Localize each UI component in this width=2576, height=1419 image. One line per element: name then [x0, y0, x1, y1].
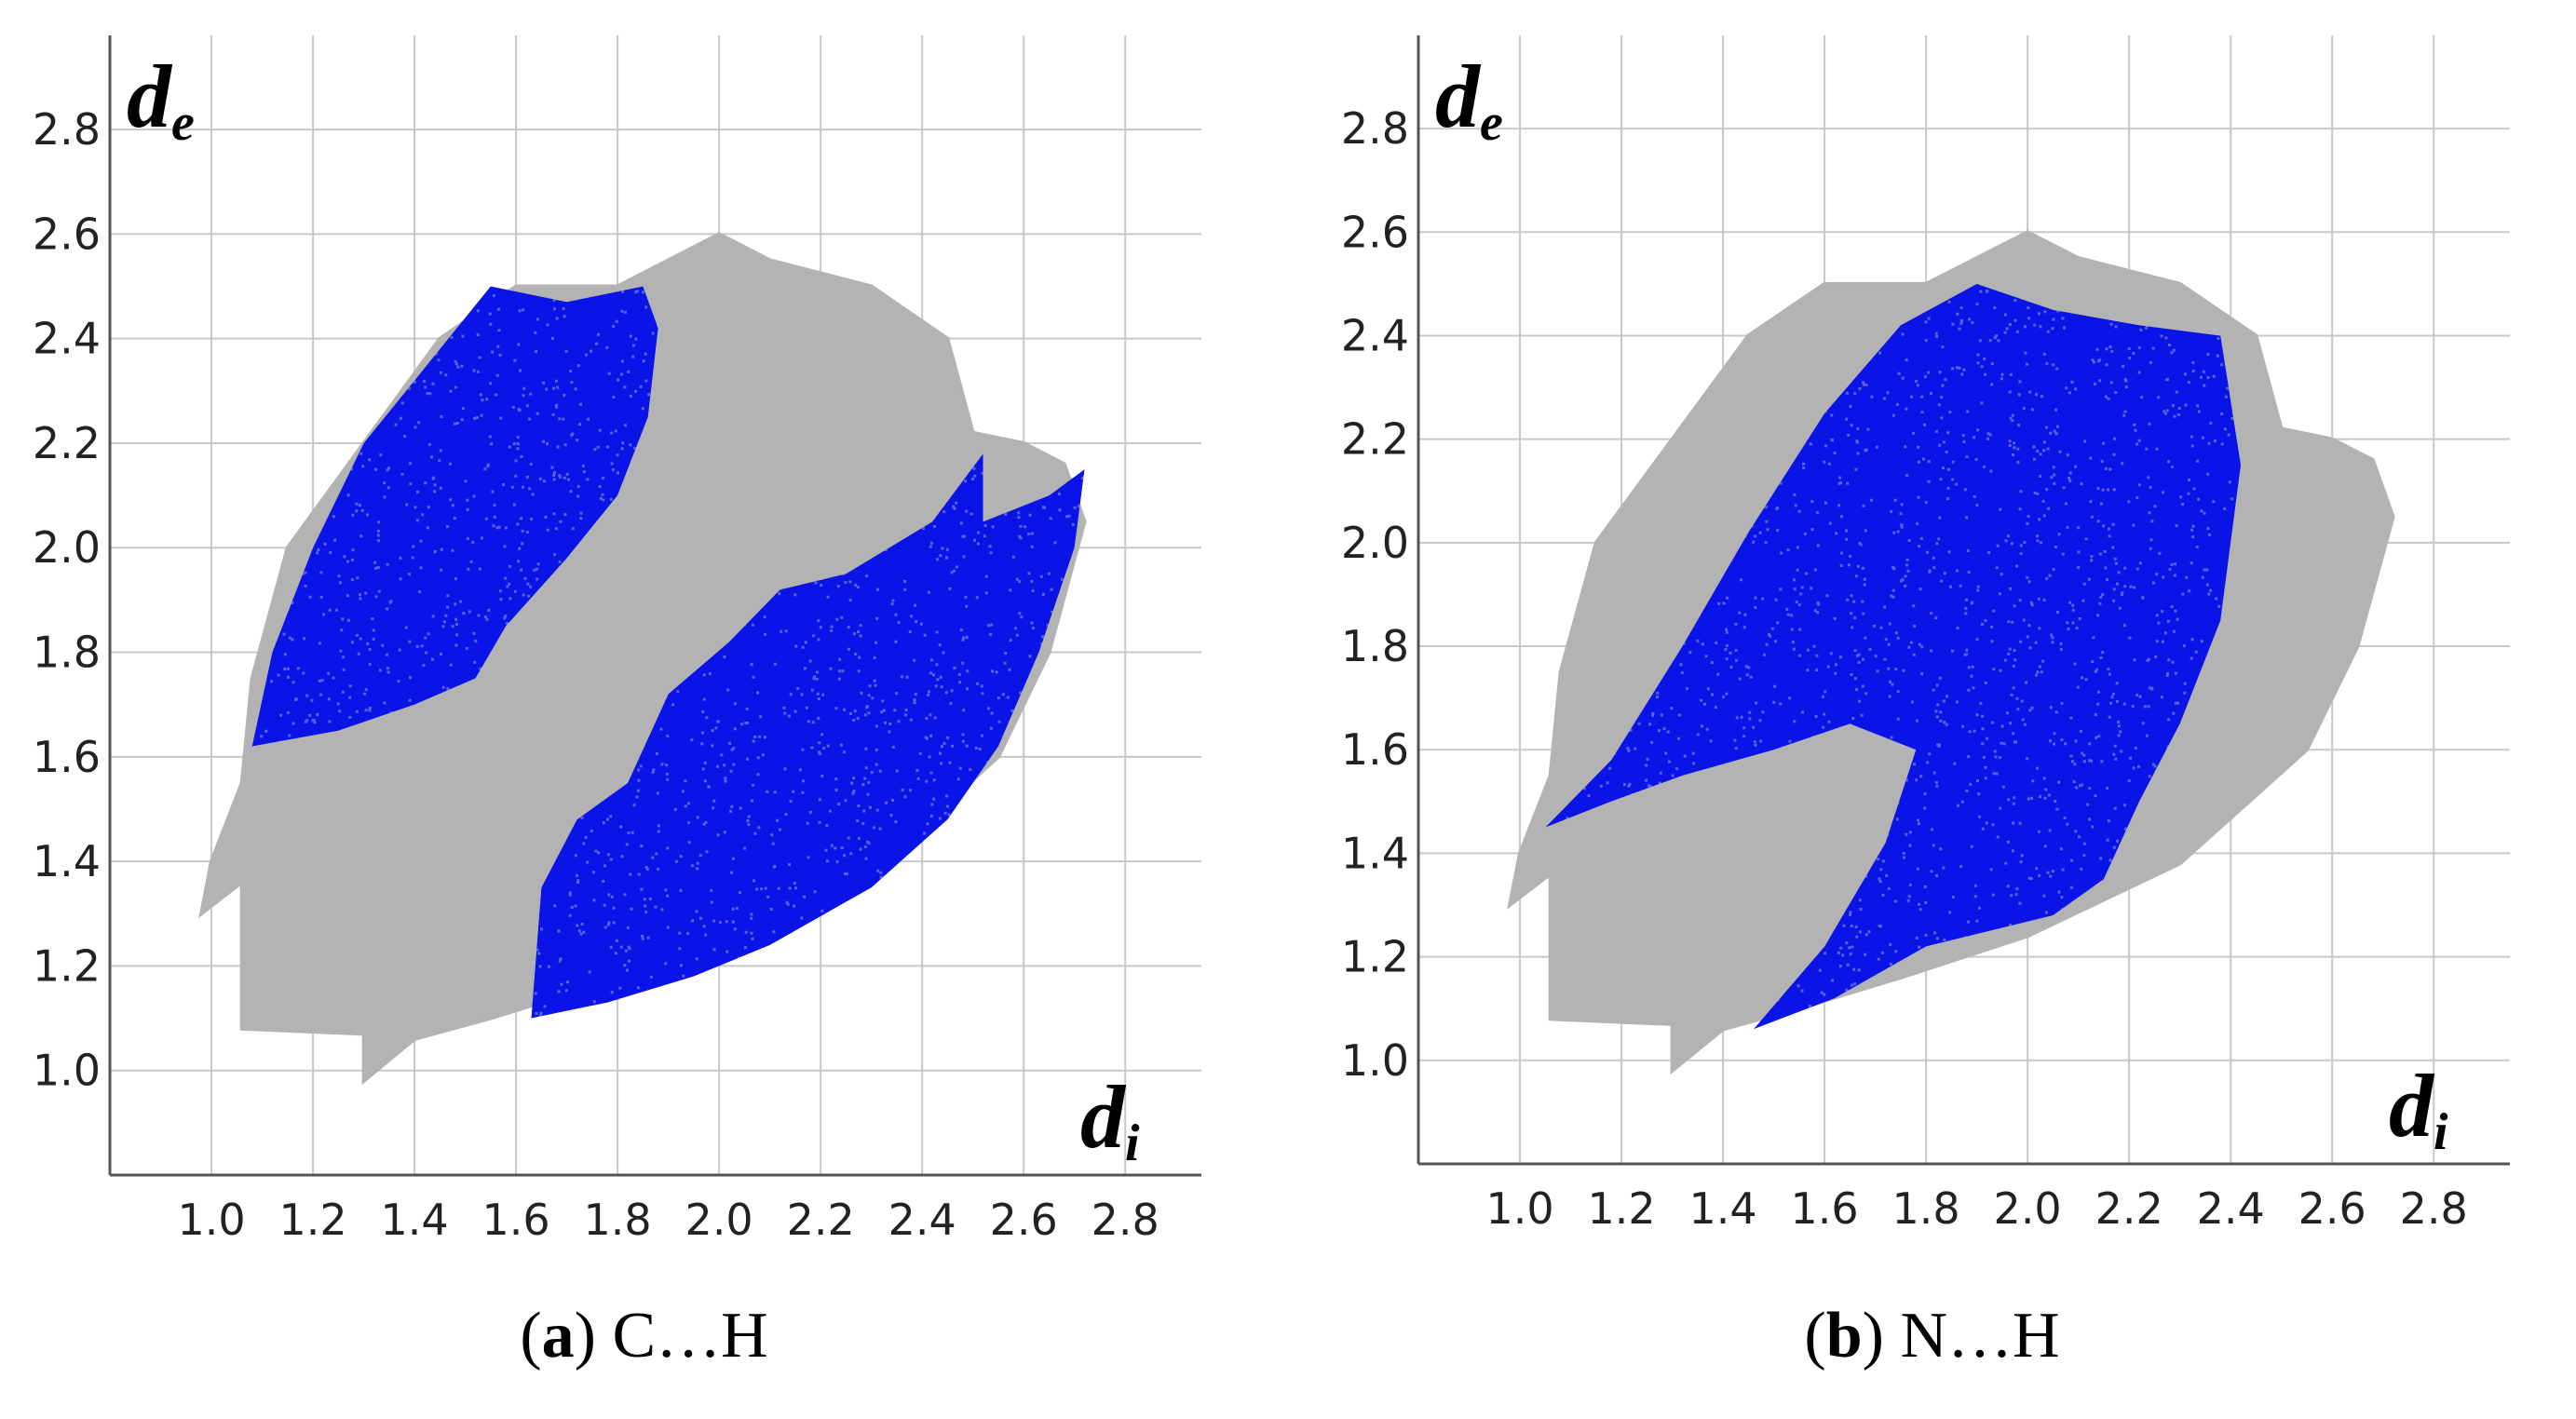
x-tick-label-6: 2.2 [2095, 1183, 2163, 1234]
y-tick-label-9: 2.8 [1341, 103, 1409, 154]
highlight-fill-1 [531, 453, 1085, 1019]
y-tick-label-4: 1.8 [33, 628, 101, 678]
x-tick-label-7: 2.4 [888, 1195, 956, 1245]
x-tick-label-6: 2.2 [787, 1195, 855, 1245]
chart-b-svg: 1.0 1.2 1.4 1.6 1.8 2.0 2.2 2.4 2.6 2.8 1.0 1.2 1.4 1… [1341, 35, 2510, 1234]
caption-b-title: N…H [1900, 1300, 2060, 1372]
y-tick-label-4: 1.8 [1341, 621, 1409, 671]
caption-b-label: b [1825, 1300, 1863, 1372]
x-tick-label-0: 1.0 [177, 1195, 245, 1245]
y-tick-label-7: 2.4 [33, 314, 101, 364]
x-tick-label-3: 1.6 [1791, 1183, 1859, 1234]
x-tick-label-9: 2.8 [2400, 1183, 2468, 1234]
x-tick-label-5: 2.0 [1994, 1183, 2062, 1234]
chart-a-svg: 1.0 1.2 1.4 1.6 1.8 2.0 2.2 2.4 2.6 2.8 1.0 1.2 1.4 1… [33, 35, 1201, 1245]
y-tick-label-3: 1.6 [33, 732, 101, 782]
y-tick-label-2: 1.4 [1341, 828, 1409, 878]
highlight-speckle-0 [251, 286, 658, 747]
x-tick-label-7: 2.4 [2197, 1183, 2265, 1234]
y-tick-label-1: 1.2 [33, 940, 101, 991]
y-tick-label-9: 2.8 [33, 104, 101, 155]
highlight-region-0 [251, 286, 658, 747]
x-tick-label-8: 2.6 [990, 1195, 1058, 1245]
y-axis-label: de [1435, 47, 1503, 152]
caption-a: (a) C…H [520, 1300, 768, 1372]
x-tick-label-4: 1.8 [584, 1195, 652, 1245]
y-tick-label-8: 2.6 [33, 209, 101, 259]
x-tick-label-3: 1.6 [482, 1195, 550, 1245]
caption-b: (b) N…H [1804, 1300, 2060, 1372]
y-tick-label-6: 2.2 [1341, 414, 1409, 465]
y-tick-label-1: 1.2 [1341, 932, 1409, 982]
y-axis-label: de [127, 47, 195, 152]
y-tick-label-0: 1.0 [33, 1046, 101, 1096]
y-tick-label-7: 2.4 [1341, 310, 1409, 360]
x-axis-label: di [2389, 1056, 2448, 1161]
panel-b: 1.0 1.2 1.4 1.6 1.8 2.0 2.2 2.4 2.6 2.8 1.0 1.2 1.4 1… [1288, 0, 2576, 1419]
highlight-fill-0 [251, 286, 658, 747]
caption-a-title: C…H [612, 1300, 768, 1372]
caption-a-label: a [541, 1300, 575, 1372]
x-tick-label-8: 2.6 [2298, 1183, 2366, 1234]
x-tick-label-5: 2.0 [685, 1195, 753, 1245]
highlight-fill-0 [1545, 283, 2242, 1030]
x-tick-label-1: 1.2 [278, 1195, 346, 1245]
y-tick-label-6: 2.2 [33, 418, 101, 468]
highlight-region-0 [1545, 283, 2242, 1030]
x-tick-label-2: 1.4 [1688, 1183, 1756, 1234]
x-tick-label-1: 1.2 [1587, 1183, 1655, 1234]
y-tick-label-5: 2.0 [1341, 518, 1409, 568]
x-axis-label: di [1080, 1067, 1140, 1172]
x-tick-label-9: 2.8 [1091, 1195, 1159, 1245]
y-tick-label-0: 1.0 [1341, 1035, 1409, 1086]
panel-a: 1.0 1.2 1.4 1.6 1.8 2.0 2.2 2.4 2.6 2.8 1.0 1.2 1.4 1… [33, 35, 1201, 1372]
y-tick-label-3: 1.6 [1341, 724, 1409, 775]
y-tick-label-5: 2.0 [33, 522, 101, 573]
highlight-region-1 [531, 453, 1085, 1019]
y-tick-label-2: 1.4 [33, 836, 101, 886]
x-tick-label-4: 1.8 [1892, 1183, 1960, 1234]
x-tick-label-2: 1.4 [380, 1195, 448, 1245]
x-tick-label-0: 1.0 [1485, 1183, 1553, 1234]
y-tick-label-8: 2.6 [1341, 207, 1409, 257]
